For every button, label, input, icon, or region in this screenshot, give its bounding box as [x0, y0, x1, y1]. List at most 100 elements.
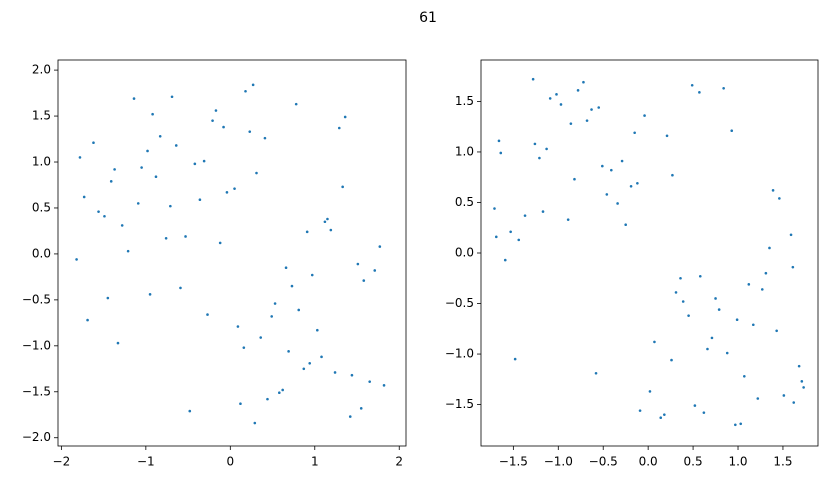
- y-tick-label: −1.0: [445, 347, 474, 361]
- point: [106, 296, 110, 300]
- point: [356, 262, 360, 266]
- point: [582, 80, 585, 84]
- point: [273, 302, 277, 305]
- y-tick-label: −2.0: [22, 430, 51, 444]
- point: [629, 185, 633, 188]
- point: [193, 162, 197, 166]
- point: [320, 355, 323, 359]
- point: [559, 103, 563, 106]
- point: [310, 273, 314, 277]
- point: [605, 193, 609, 196]
- point: [263, 136, 267, 140]
- point: [710, 336, 714, 340]
- point: [368, 380, 371, 383]
- point: [585, 119, 589, 122]
- point: [86, 318, 89, 322]
- point: [337, 126, 341, 130]
- point: [151, 112, 154, 116]
- point: [693, 404, 697, 407]
- point: [648, 390, 652, 393]
- point: [290, 284, 294, 288]
- x-tick-label: −0.5: [589, 455, 618, 469]
- point: [308, 361, 312, 365]
- point: [284, 266, 288, 270]
- point: [764, 271, 768, 275]
- y-tick-label: 1.0: [32, 155, 51, 169]
- point: [329, 228, 333, 232]
- point: [113, 168, 116, 171]
- point: [517, 238, 521, 242]
- point: [792, 401, 796, 404]
- point: [120, 224, 124, 227]
- point: [743, 374, 746, 378]
- point: [297, 308, 301, 312]
- point: [184, 235, 187, 238]
- point: [734, 423, 737, 427]
- point: [620, 159, 624, 163]
- point: [225, 191, 229, 194]
- y-tick-label: 1.5: [32, 109, 51, 123]
- point: [146, 149, 149, 153]
- point: [97, 210, 100, 213]
- point: [663, 413, 666, 416]
- point: [739, 422, 743, 426]
- point: [768, 246, 771, 250]
- point: [800, 380, 804, 383]
- point: [576, 89, 580, 92]
- point: [555, 93, 558, 96]
- y-tick-label: −1.5: [445, 397, 474, 411]
- y-tick-label: 0.5: [32, 200, 51, 214]
- point: [541, 210, 545, 213]
- point: [109, 180, 113, 183]
- point: [601, 164, 604, 168]
- point: [305, 230, 309, 234]
- point: [638, 409, 642, 412]
- point: [233, 187, 236, 190]
- point: [206, 313, 209, 316]
- point: [722, 86, 725, 90]
- point: [493, 207, 496, 210]
- point: [236, 325, 240, 328]
- y-tick-label: 2.0: [32, 63, 51, 77]
- y-tick-label: −0.5: [445, 296, 474, 310]
- point: [251, 83, 255, 87]
- point: [499, 151, 503, 155]
- point: [674, 291, 678, 294]
- point: [170, 95, 174, 99]
- point: [782, 394, 786, 397]
- point: [690, 83, 694, 87]
- point: [653, 340, 656, 344]
- y-tick-label: −0.5: [22, 292, 51, 306]
- point: [270, 315, 273, 318]
- point: [802, 386, 805, 389]
- y-tick-label: −1.0: [22, 338, 51, 352]
- point: [633, 131, 636, 135]
- point: [169, 204, 172, 208]
- point: [248, 130, 252, 133]
- x-tick-label: 0.5: [684, 455, 703, 469]
- point: [717, 308, 721, 311]
- point: [202, 159, 206, 163]
- point: [725, 351, 729, 355]
- point: [164, 236, 168, 240]
- point: [797, 364, 801, 368]
- point: [75, 258, 78, 261]
- point: [214, 109, 218, 112]
- point: [154, 175, 158, 179]
- point: [341, 185, 344, 189]
- point: [287, 350, 290, 353]
- axes-frame: [57, 59, 407, 447]
- point: [373, 269, 377, 272]
- point: [266, 397, 269, 401]
- point: [132, 97, 136, 100]
- point: [730, 129, 734, 133]
- point: [494, 235, 498, 239]
- point: [359, 407, 363, 410]
- point: [509, 230, 512, 234]
- point: [747, 283, 751, 286]
- x-tick-label: −1.0: [544, 455, 573, 469]
- point: [497, 139, 501, 143]
- point: [126, 249, 130, 253]
